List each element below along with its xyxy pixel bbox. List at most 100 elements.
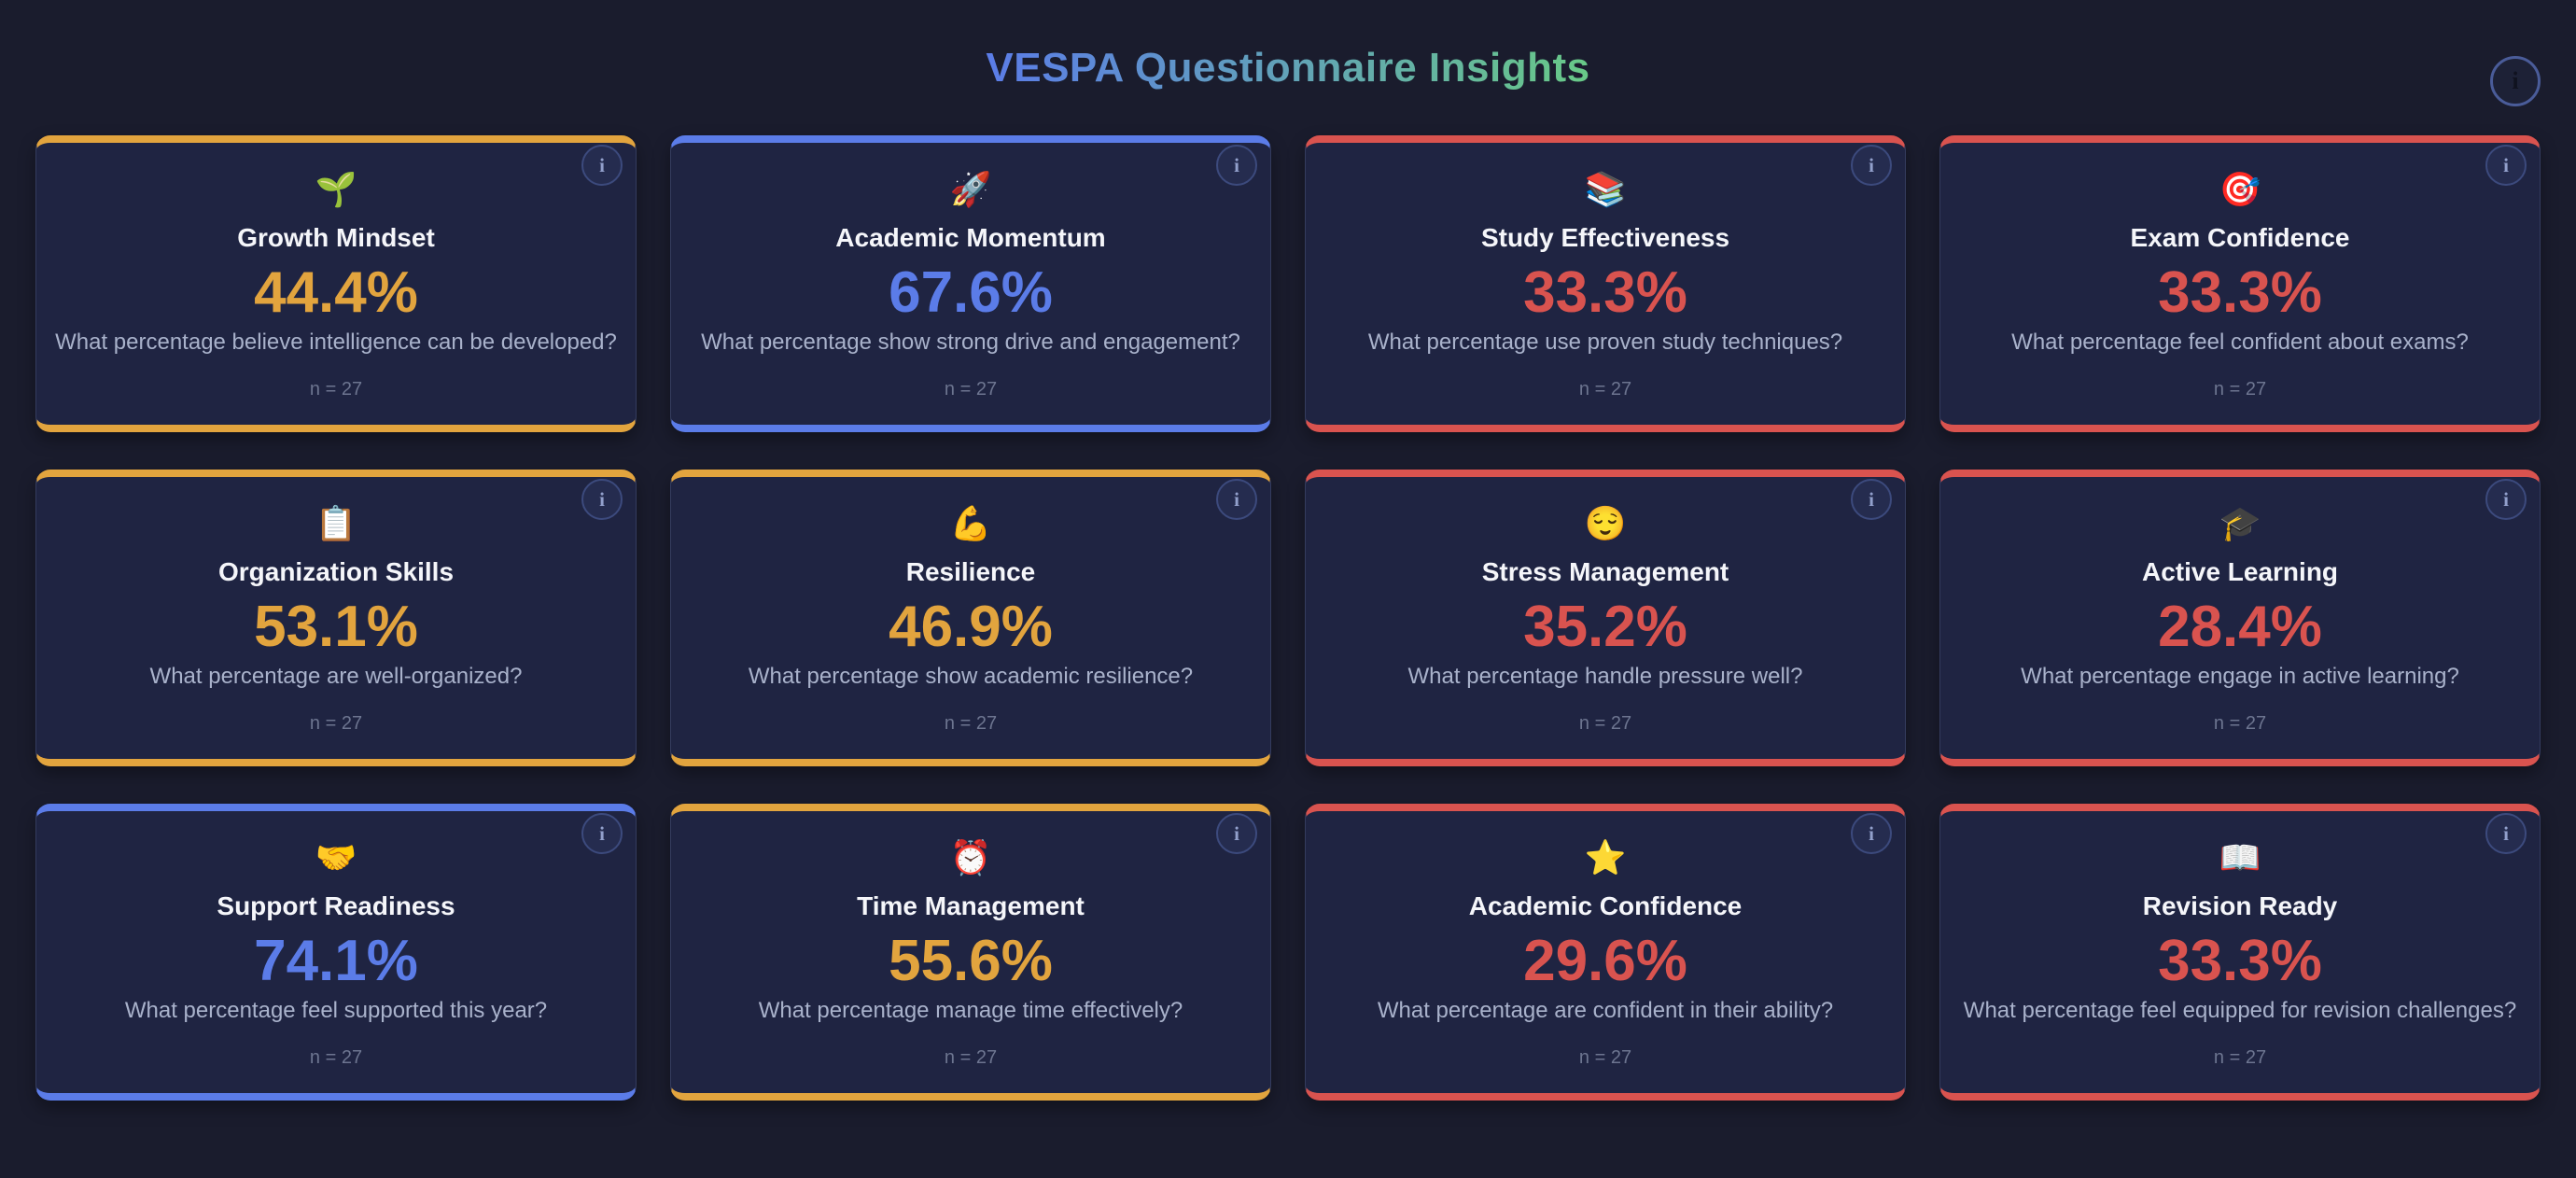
card-academic-momentum: i 🚀 Academic Momentum 67.6% What percent…	[670, 135, 1271, 432]
card-stress-management: i 😌 Stress Management 35.2% What percent…	[1305, 470, 1906, 766]
card-question: What percentage feel confident about exa…	[2011, 330, 2469, 355]
page-info-button[interactable]: i	[2490, 56, 2541, 106]
open-book-icon: 📖	[2219, 838, 2261, 876]
card-growth-mindset: i 🌱 Growth Mindset 44.4% What percentage…	[35, 135, 637, 432]
books-icon: 📚	[1584, 170, 1627, 208]
card-title: Study Effectiveness	[1480, 223, 1730, 252]
card-title: Active Learning	[2141, 557, 2339, 586]
card-value: 29.6%	[1523, 929, 1687, 993]
card-resilience: i 💪 Resilience 46.9% What percentage sho…	[670, 470, 1271, 766]
card-active-learning: i 🎓 Active Learning 28.4% What percentag…	[1939, 470, 2541, 766]
flexed-biceps-icon: 💪	[949, 504, 992, 542]
card-value: 46.9%	[889, 595, 1053, 659]
card-value: 35.2%	[1523, 595, 1687, 659]
seedling-icon: 🌱	[315, 170, 357, 208]
info-icon: i	[1869, 821, 1874, 845]
info-icon: i	[1869, 487, 1874, 511]
card-sample-size: n = 27	[309, 379, 363, 400]
card-info-button[interactable]: i	[581, 479, 623, 520]
card-info-button[interactable]: i	[1851, 145, 1892, 186]
graduation-cap-icon: 🎓	[2219, 504, 2261, 542]
target-icon: 🎯	[2219, 170, 2261, 208]
page-title: VESPA Questionnaire Insights	[986, 44, 1590, 91]
card-sample-size: n = 27	[309, 1047, 363, 1068]
card-value: 33.3%	[2158, 260, 2322, 325]
card-info-button[interactable]: i	[2485, 813, 2527, 854]
card-question: What percentage believe intelligence can…	[55, 330, 617, 355]
card-title: Organization Skills	[217, 557, 455, 586]
card-sample-size: n = 27	[944, 379, 998, 400]
card-title: Stress Management	[1481, 557, 1729, 586]
card-question: What percentage show strong drive and en…	[701, 330, 1240, 355]
card-sample-size: n = 27	[944, 713, 998, 734]
dashboard-header: VESPA Questionnaire Insights i	[0, 0, 2576, 135]
card-title: Time Management	[857, 891, 1085, 920]
card-study-effectiveness: i 📚 Study Effectiveness 33.3% What perce…	[1305, 135, 1906, 432]
card-value: 53.1%	[254, 595, 418, 659]
info-icon: i	[599, 821, 605, 845]
card-sample-size: n = 27	[1578, 1047, 1632, 1068]
card-value: 33.3%	[1523, 260, 1687, 325]
card-title: Revision Ready	[2142, 891, 2338, 920]
card-title: Resilience	[905, 557, 1036, 586]
card-sample-size: n = 27	[2213, 713, 2267, 734]
card-info-button[interactable]: i	[1851, 479, 1892, 520]
info-icon: i	[2503, 821, 2509, 845]
card-question: What percentage feel supported this year…	[124, 998, 548, 1023]
card-support-readiness: i 🤝 Support Readiness 74.1% What percent…	[35, 804, 637, 1101]
relieved-face-icon: 😌	[1584, 504, 1627, 542]
star-icon: ⭐	[1584, 838, 1627, 876]
card-exam-confidence: i 🎯 Exam Confidence 33.3% What percentag…	[1939, 135, 2541, 432]
card-title: Growth Mindset	[237, 223, 435, 252]
card-sample-size: n = 27	[309, 713, 363, 734]
card-info-button[interactable]: i	[2485, 479, 2527, 520]
card-sample-size: n = 27	[2213, 1047, 2267, 1068]
info-icon: i	[1234, 821, 1239, 845]
card-info-button[interactable]: i	[1216, 813, 1257, 854]
card-sample-size: n = 27	[1578, 379, 1632, 400]
card-title: Support Readiness	[217, 891, 455, 920]
card-organization-skills: i 📋 Organization Skills 53.1% What perce…	[35, 470, 637, 766]
card-sample-size: n = 27	[1578, 713, 1632, 734]
card-info-button[interactable]: i	[1216, 145, 1257, 186]
card-revision-ready: i 📖 Revision Ready 33.3% What percentage…	[1939, 804, 2541, 1101]
metrics-grid: i 🌱 Growth Mindset 44.4% What percentage…	[0, 135, 2576, 1101]
info-icon: i	[1234, 487, 1239, 511]
card-value: 74.1%	[254, 929, 418, 993]
info-icon: i	[2512, 67, 2519, 94]
card-info-button[interactable]: i	[581, 813, 623, 854]
card-question: What percentage show academic resilience…	[748, 664, 1194, 689]
card-value: 44.4%	[254, 260, 418, 325]
card-title: Academic Momentum	[835, 223, 1106, 252]
card-info-button[interactable]: i	[1216, 479, 1257, 520]
card-question: What percentage handle pressure well?	[1407, 664, 1803, 689]
card-sample-size: n = 27	[2213, 379, 2267, 400]
card-sample-size: n = 27	[944, 1047, 998, 1068]
info-icon: i	[2503, 153, 2509, 176]
card-question: What percentage use proven study techniq…	[1367, 330, 1843, 355]
card-question: What percentage are confident in their a…	[1377, 998, 1834, 1023]
card-question: What percentage engage in active learnin…	[2021, 664, 2459, 689]
info-icon: i	[1234, 153, 1239, 176]
info-icon: i	[599, 487, 605, 511]
info-icon: i	[599, 153, 605, 176]
card-info-button[interactable]: i	[2485, 145, 2527, 186]
clipboard-icon: 📋	[315, 504, 357, 542]
info-icon: i	[1869, 153, 1874, 176]
card-value: 67.6%	[889, 260, 1053, 325]
card-question: What percentage feel equipped for revisi…	[1963, 998, 2517, 1023]
card-title: Academic Confidence	[1468, 891, 1743, 920]
card-academic-confidence: i ⭐ Academic Confidence 29.6% What perce…	[1305, 804, 1906, 1101]
card-info-button[interactable]: i	[1851, 813, 1892, 854]
card-title: Exam Confidence	[2130, 223, 2350, 252]
rocket-icon: 🚀	[949, 170, 992, 208]
card-question: What percentage are well-organized?	[149, 664, 523, 689]
handshake-icon: 🤝	[315, 838, 357, 876]
info-icon: i	[2503, 487, 2509, 511]
card-value: 33.3%	[2158, 929, 2322, 993]
card-info-button[interactable]: i	[581, 145, 623, 186]
card-question: What percentage manage time effectively?	[758, 998, 1183, 1023]
card-value: 28.4%	[2158, 595, 2322, 659]
card-value: 55.6%	[889, 929, 1053, 993]
alarm-clock-icon: ⏰	[949, 838, 992, 876]
